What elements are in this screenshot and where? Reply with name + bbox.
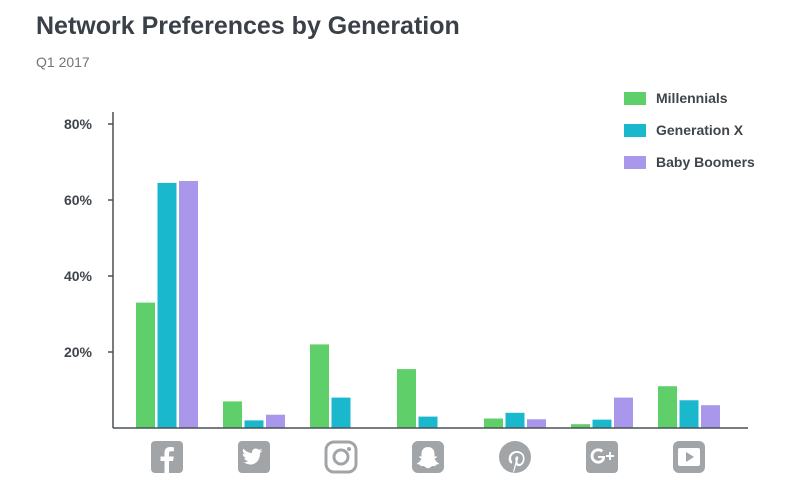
chart-subtitle: Q1 2017 [36,54,90,70]
legend-label: Baby Boomers [656,154,755,170]
bar [658,386,677,428]
facebook-icon [151,441,183,473]
instagram-icon [324,440,358,474]
bar [331,397,351,428]
legend-item: Generation X [624,120,755,140]
bar [527,419,546,428]
bar [397,369,416,428]
bar [614,397,633,428]
bar [223,401,242,428]
legend-swatch [624,155,646,169]
y-tick-label: 20% [64,344,93,360]
bar [244,420,264,428]
bar [484,418,503,428]
legend-item: Millennials [624,88,755,108]
google-plus-icon [586,441,618,473]
legend-label: Millennials [656,90,728,106]
bar [592,419,612,428]
legend-label: Generation X [656,122,744,138]
bar [418,416,438,428]
bar [701,405,720,428]
twitter-icon [238,441,270,473]
legend: Millennials Generation X Baby Boomers [624,88,755,184]
legend-swatch [624,91,646,105]
y-tick-label: 80% [64,116,93,132]
bar [266,414,285,428]
y-tick-label: 60% [64,192,93,208]
snapchat-icon [412,441,444,473]
bar [505,412,525,428]
bar [571,424,590,428]
bar [157,182,177,428]
bar [310,344,329,428]
pinterest-icon [499,441,531,474]
bar [679,400,699,428]
legend-swatch [624,123,646,137]
chart-title: Network Preferences by Generation [36,12,460,40]
bar [179,181,198,428]
bar [136,302,155,428]
legend-item: Baby Boomers [624,152,755,172]
youtube-icon [673,441,705,473]
y-tick-label: 40% [64,268,93,284]
